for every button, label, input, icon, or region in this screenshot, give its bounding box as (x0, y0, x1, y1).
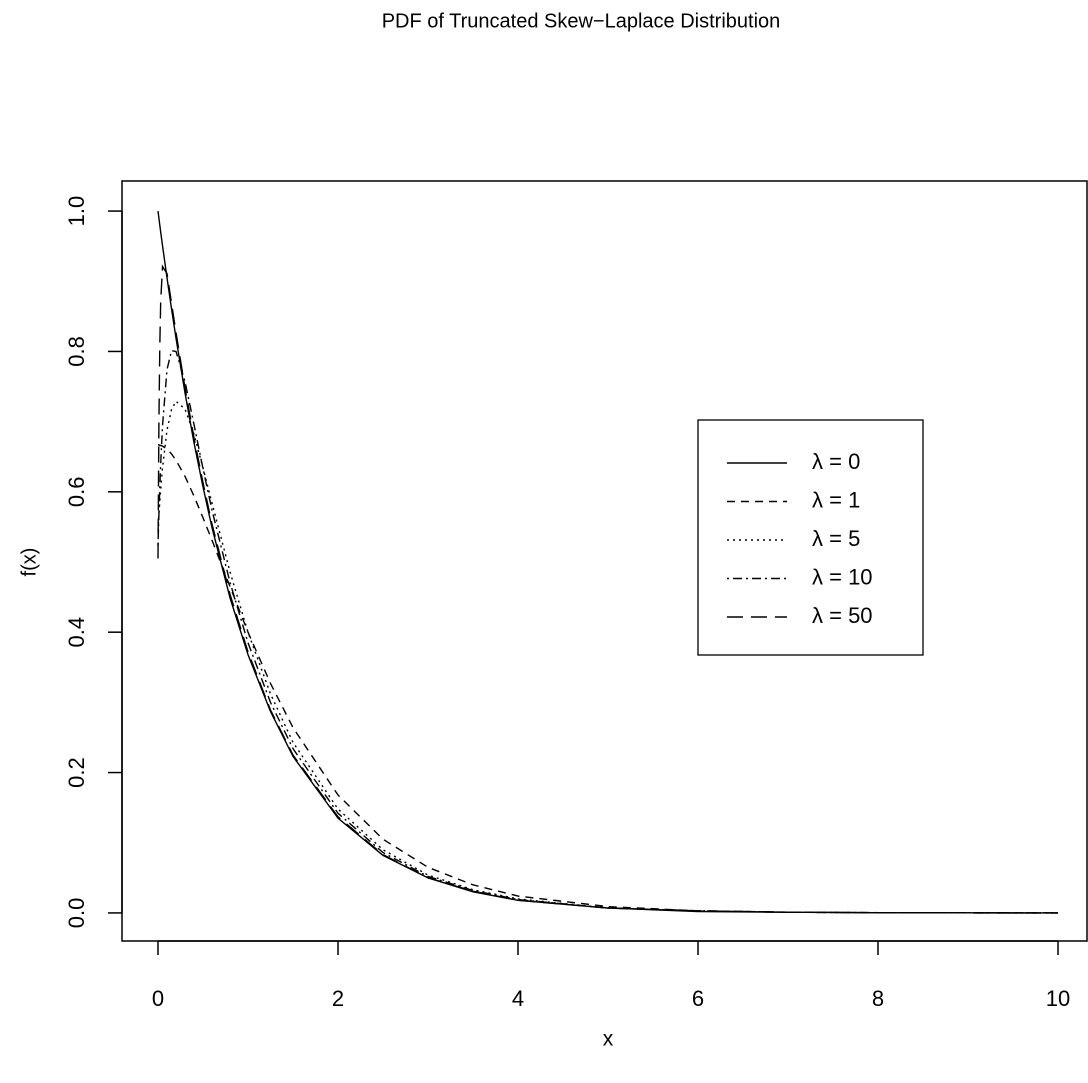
y-tick-label: 0.2 (64, 757, 89, 788)
plot-frame (121, 180, 1088, 942)
x-tick-label: 10 (1046, 986, 1070, 1011)
x-axis-label: x (603, 1028, 614, 1051)
x-tick-label: 4 (512, 986, 524, 1011)
chart-title: PDF of Truncated Skew−Laplace Distributi… (382, 10, 781, 32)
legend-label: λ = 50 (812, 603, 873, 628)
x-tick-label: 6 (692, 986, 704, 1011)
x-tick-label: 8 (872, 986, 884, 1011)
x-tick-label: 0 (152, 986, 164, 1011)
x-tick-label: 2 (332, 986, 344, 1011)
legend-label: λ = 1 (812, 487, 860, 512)
y-tick-label: 0.0 (64, 898, 89, 929)
series-line (157, 264, 1059, 914)
y-axis-label: f(x) (18, 548, 40, 577)
y-tick-label: 0.8 (64, 336, 89, 367)
legend-label: λ = 0 (812, 449, 860, 474)
legend-label: λ = 10 (812, 564, 873, 589)
legend-label: λ = 5 (812, 526, 860, 551)
y-tick-label: 0.6 (64, 477, 89, 508)
y-tick-label: 1.0 (64, 196, 89, 227)
legend (697, 419, 924, 656)
y-tick-label: 0.4 (64, 617, 89, 648)
